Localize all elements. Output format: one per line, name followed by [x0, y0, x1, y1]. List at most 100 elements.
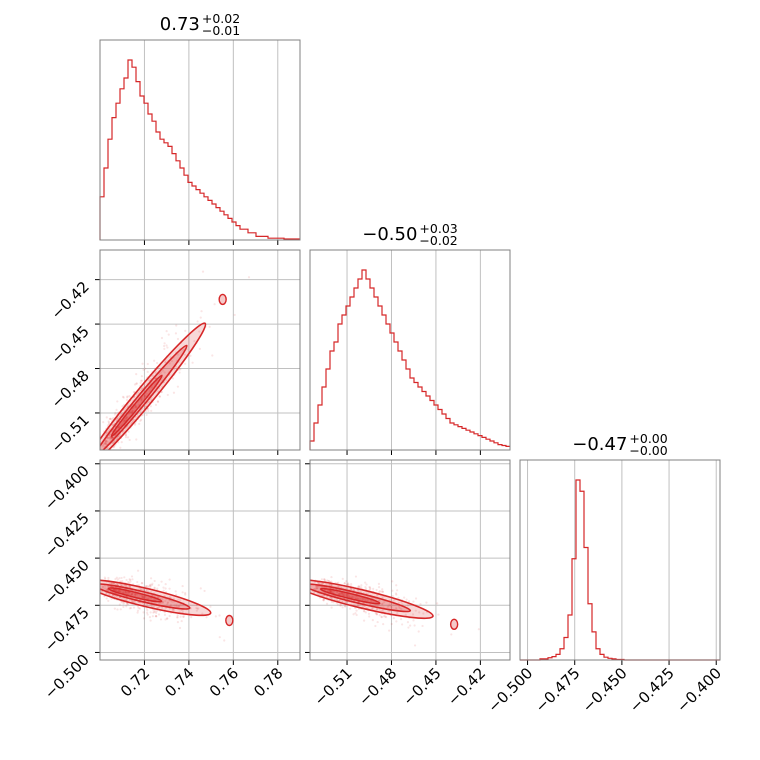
- sample-point: [372, 587, 375, 590]
- x-tick-label: −0.45: [400, 664, 445, 709]
- sample-point: [350, 583, 353, 586]
- sample-point: [352, 595, 356, 599]
- sample-point: [179, 599, 182, 602]
- sample-point: [105, 416, 108, 419]
- sample-point: [322, 599, 325, 602]
- sample-point: [138, 389, 141, 392]
- contour-panel-0-2: [95, 459, 301, 665]
- sample-point: [153, 579, 156, 583]
- sample-point: [142, 611, 145, 614]
- sample-point: [133, 600, 136, 603]
- sample-point: [164, 583, 167, 586]
- sample-point: [124, 433, 128, 437]
- sample-point: [346, 582, 350, 585]
- sample-point: [113, 445, 116, 448]
- sample-point: [136, 605, 140, 608]
- sample-point: [150, 604, 153, 607]
- sample-point: [144, 595, 147, 598]
- sample-point: [362, 619, 366, 622]
- sample-point: [176, 620, 180, 624]
- sample-point: [371, 618, 374, 622]
- sample-point: [340, 592, 343, 595]
- sample-point: [176, 385, 179, 388]
- sample-point: [156, 361, 159, 365]
- sample-point: [388, 629, 391, 632]
- sample-point: [166, 603, 169, 606]
- sample-point: [164, 379, 168, 382]
- sample-point: [190, 616, 193, 619]
- sample-point: [141, 595, 144, 599]
- sample-point: [327, 579, 331, 583]
- sample-point: [398, 605, 401, 608]
- sample-point: [168, 362, 171, 365]
- sample-point: [199, 587, 202, 590]
- sample-point: [121, 584, 124, 587]
- sample-point: [138, 422, 141, 426]
- contour-panel-0-1: [95, 249, 301, 455]
- sample-point: [357, 603, 360, 606]
- histogram-step-2: [520, 479, 720, 661]
- sample-point: [122, 419, 125, 422]
- contour-content: [310, 575, 480, 647]
- sample-point: [330, 584, 333, 587]
- sample-point: [104, 440, 107, 444]
- sample-point: [106, 436, 110, 439]
- sample-point: [116, 416, 119, 420]
- sample-point: [134, 406, 137, 409]
- sample-point: [337, 581, 340, 584]
- y-tick-label: −0.400: [41, 462, 93, 514]
- sample-point: [364, 611, 367, 614]
- sample-point: [345, 593, 349, 597]
- sample-point: [147, 378, 150, 382]
- sample-point: [176, 337, 180, 341]
- sample-point: [108, 435, 111, 439]
- y-tick-label: −0.425: [41, 509, 93, 561]
- sample-point: [364, 598, 367, 601]
- sample-point: [317, 587, 320, 590]
- contour-frame: [99, 249, 301, 451]
- sample-point: [400, 607, 403, 611]
- sample-point: [378, 590, 381, 593]
- sample-point: [193, 340, 196, 343]
- sample-point: [141, 362, 144, 365]
- sample-point: [355, 613, 358, 617]
- sample-point: [368, 588, 371, 592]
- sample-point: [110, 437, 113, 440]
- sample-point: [147, 409, 150, 413]
- sample-point: [179, 615, 182, 618]
- sample-point: [130, 409, 134, 412]
- sample-point: [382, 623, 385, 626]
- sample-point: [130, 575, 134, 578]
- sample-point: [168, 578, 171, 581]
- sample-point: [322, 594, 325, 597]
- sample-point: [121, 580, 124, 583]
- histogram-frame-2: [519, 459, 721, 661]
- sample-point: [128, 578, 131, 581]
- sample-point: [382, 601, 385, 604]
- sample-point: [139, 410, 142, 413]
- sample-point: [115, 437, 118, 441]
- sample-point: [125, 415, 128, 418]
- sample-point: [343, 601, 346, 604]
- histogram-title-2: −0.47 +0.00−0.00: [572, 431, 668, 458]
- sample-point: [344, 605, 347, 608]
- contour-inner: [319, 587, 381, 605]
- sample-point: [142, 596, 145, 599]
- sample-point: [135, 416, 138, 419]
- sample-point: [360, 586, 363, 589]
- sample-point: [122, 419, 126, 422]
- sample-point: [136, 609, 140, 612]
- sample-point: [101, 585, 105, 588]
- sample-point: [356, 597, 359, 600]
- sample-point: [107, 599, 110, 602]
- sample-point: [128, 585, 131, 589]
- sample-point: [109, 582, 112, 585]
- sample-point: [140, 387, 144, 390]
- sample-point: [135, 382, 138, 385]
- sample-point: [114, 577, 117, 581]
- sample-point: [180, 619, 183, 623]
- title-minus-2: −0.00: [629, 443, 667, 458]
- sample-point: [153, 586, 156, 589]
- sample-point: [124, 407, 127, 410]
- sample-point: [152, 610, 155, 613]
